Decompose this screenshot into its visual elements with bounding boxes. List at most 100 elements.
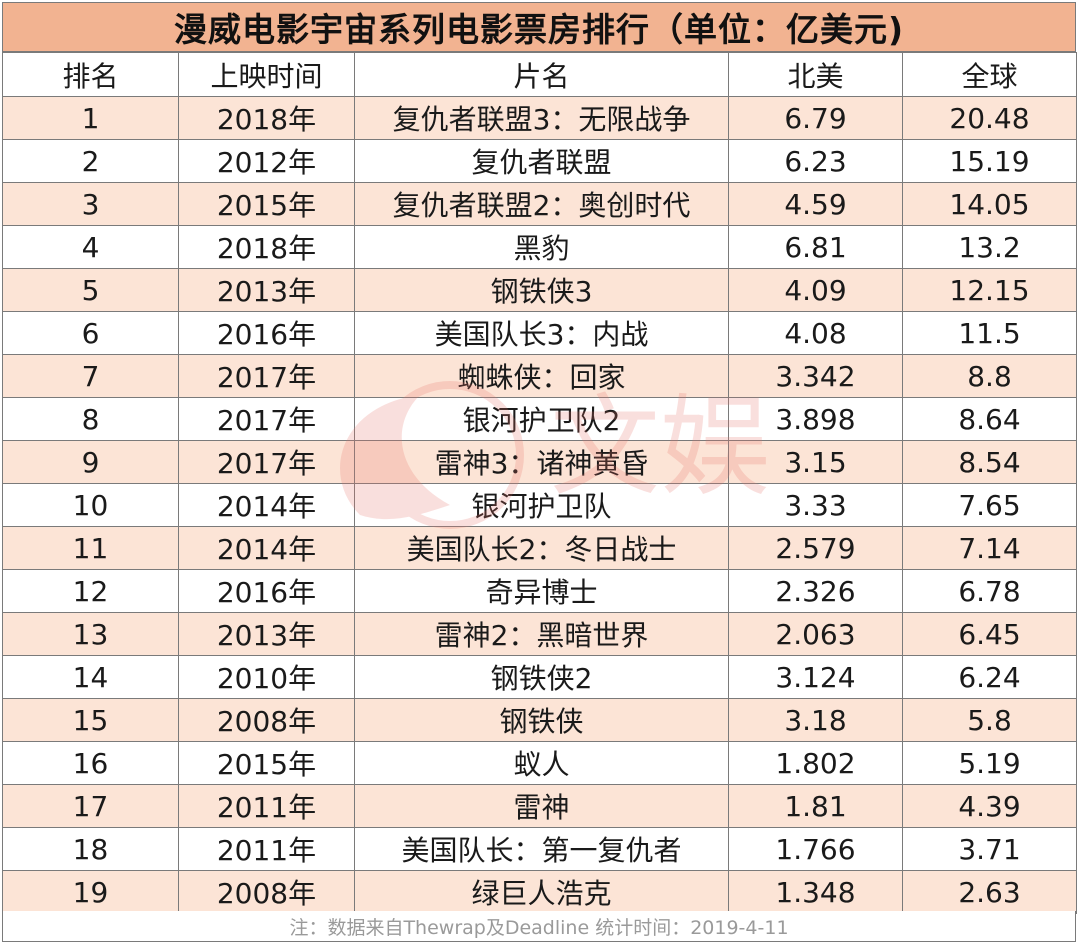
north-america-gross-cell: 3.15 bbox=[728, 440, 903, 484]
north-america-gross-cell: 2.326 bbox=[728, 569, 903, 613]
release-year-cell: 2017年 bbox=[178, 440, 355, 484]
rank-cell: 16 bbox=[2, 741, 179, 785]
north-america-gross-cell: 6.81 bbox=[728, 225, 903, 269]
worldwide-gross-cell: 5.8 bbox=[902, 698, 1077, 742]
worldwide-gross-cell: 6.24 bbox=[902, 655, 1077, 699]
film-title-cell: 美国队长2：冬日战士 bbox=[354, 526, 729, 570]
release-year-cell: 2016年 bbox=[178, 569, 355, 613]
release-year-cell: 2014年 bbox=[178, 483, 355, 527]
table-row: 6 2016年 美国队长3：内战 4.08 11.5 bbox=[2, 311, 1077, 355]
worldwide-gross-cell: 8.64 bbox=[902, 397, 1077, 441]
column-header-rank: 排名 bbox=[2, 52, 179, 97]
film-title-cell: 雷神 bbox=[354, 784, 729, 828]
north-america-gross-cell: 3.898 bbox=[728, 397, 903, 441]
table-row: 11 2014年 美国队长2：冬日战士 2.579 7.14 bbox=[2, 526, 1077, 570]
film-title-cell: 黑豹 bbox=[354, 225, 729, 269]
release-year-cell: 2015年 bbox=[178, 741, 355, 785]
rank-cell: 18 bbox=[2, 827, 179, 871]
release-year-cell: 2017年 bbox=[178, 354, 355, 398]
release-year-cell: 2011年 bbox=[178, 784, 355, 828]
film-title-cell: 钢铁侠3 bbox=[354, 268, 729, 312]
film-title-cell: 银河护卫队 bbox=[354, 483, 729, 527]
worldwide-gross-cell: 6.78 bbox=[902, 569, 1077, 613]
table-row: 9 2017年 雷神3：诸神黄昏 3.15 8.54 bbox=[2, 440, 1077, 484]
rank-cell: 15 bbox=[2, 698, 179, 742]
film-title-cell: 蜘蛛侠：回家 bbox=[354, 354, 729, 398]
table-row: 12 2016年 奇异博士 2.326 6.78 bbox=[2, 569, 1077, 613]
north-america-gross-cell: 4.08 bbox=[728, 311, 903, 355]
worldwide-gross-cell: 8.54 bbox=[902, 440, 1077, 484]
table-row: 19 2008年 绿巨人浩克 1.348 2.63 bbox=[2, 870, 1077, 914]
rank-cell: 1 bbox=[2, 96, 179, 140]
film-title-cell: 美国队长：第一复仇者 bbox=[354, 827, 729, 871]
film-title-cell: 钢铁侠 bbox=[354, 698, 729, 742]
worldwide-gross-cell: 2.63 bbox=[902, 870, 1077, 914]
column-header-film-title: 片名 bbox=[354, 52, 729, 97]
north-america-gross-cell: 6.79 bbox=[728, 96, 903, 140]
rank-cell: 8 bbox=[2, 397, 179, 441]
film-title-cell: 钢铁侠2 bbox=[354, 655, 729, 699]
film-title-cell: 奇异博士 bbox=[354, 569, 729, 613]
worldwide-gross-cell: 8.8 bbox=[902, 354, 1077, 398]
table-row: 3 2015年 复仇者联盟2：奥创时代 4.59 14.05 bbox=[2, 182, 1077, 226]
worldwide-gross-cell: 20.48 bbox=[902, 96, 1077, 140]
north-america-gross-cell: 3.342 bbox=[728, 354, 903, 398]
release-year-cell: 2012年 bbox=[178, 139, 355, 183]
north-america-gross-cell: 4.59 bbox=[728, 182, 903, 226]
worldwide-gross-cell: 15.19 bbox=[902, 139, 1077, 183]
release-year-cell: 2017年 bbox=[178, 397, 355, 441]
north-america-gross-cell: 1.766 bbox=[728, 827, 903, 871]
release-year-cell: 2014年 bbox=[178, 526, 355, 570]
north-america-gross-cell: 1.81 bbox=[728, 784, 903, 828]
table-row: 2 2012年 复仇者联盟 6.23 15.19 bbox=[2, 139, 1077, 183]
rank-cell: 17 bbox=[2, 784, 179, 828]
table-row: 4 2018年 黑豹 6.81 13.2 bbox=[2, 225, 1077, 269]
release-year-cell: 2016年 bbox=[178, 311, 355, 355]
column-header-worldwide: 全球 bbox=[902, 52, 1077, 97]
box-office-table: 排名 上映时间 片名 北美 全球 1 2018年 复仇者联盟3：无限战争 6.79 20… bbox=[2, 52, 1077, 914]
release-year-cell: 2013年 bbox=[178, 268, 355, 312]
worldwide-gross-cell: 3.71 bbox=[902, 827, 1077, 871]
release-year-cell: 2018年 bbox=[178, 96, 355, 140]
release-year-cell: 2013年 bbox=[178, 612, 355, 656]
table-row: 14 2010年 钢铁侠2 3.124 6.24 bbox=[2, 655, 1077, 699]
rank-cell: 10 bbox=[2, 483, 179, 527]
film-title-cell: 雷神2：黑暗世界 bbox=[354, 612, 729, 656]
film-title-cell: 美国队长3：内战 bbox=[354, 311, 729, 355]
rank-cell: 19 bbox=[2, 870, 179, 914]
table-row: 16 2015年 蚁人 1.802 5.19 bbox=[2, 741, 1077, 785]
table-row: 10 2014年 银河护卫队 3.33 7.65 bbox=[2, 483, 1077, 527]
worldwide-gross-cell: 13.2 bbox=[902, 225, 1077, 269]
table-row: 5 2013年 钢铁侠3 4.09 12.15 bbox=[2, 268, 1077, 312]
worldwide-gross-cell: 12.15 bbox=[902, 268, 1077, 312]
table-row: 1 2018年 复仇者联盟3：无限战争 6.79 20.48 bbox=[2, 96, 1077, 140]
film-title-cell: 蚁人 bbox=[354, 741, 729, 785]
rank-cell: 2 bbox=[2, 139, 179, 183]
worldwide-gross-cell: 5.19 bbox=[902, 741, 1077, 785]
table-row: 8 2017年 银河护卫队2 3.898 8.64 bbox=[2, 397, 1077, 441]
north-america-gross-cell: 3.18 bbox=[728, 698, 903, 742]
film-title-cell: 复仇者联盟2：奥创时代 bbox=[354, 182, 729, 226]
release-year-cell: 2018年 bbox=[178, 225, 355, 269]
rank-cell: 9 bbox=[2, 440, 179, 484]
north-america-gross-cell: 3.33 bbox=[728, 483, 903, 527]
north-america-gross-cell: 1.802 bbox=[728, 741, 903, 785]
north-america-gross-cell: 2.579 bbox=[728, 526, 903, 570]
north-america-gross-cell: 3.124 bbox=[728, 655, 903, 699]
table-body: 1 2018年 复仇者联盟3：无限战争 6.79 20.48 2 2012年 复仇者联盟 6.2… bbox=[2, 96, 1077, 914]
rank-cell: 7 bbox=[2, 354, 179, 398]
film-title-cell: 复仇者联盟3：无限战争 bbox=[354, 96, 729, 140]
rank-cell: 11 bbox=[2, 526, 179, 570]
release-year-cell: 2008年 bbox=[178, 698, 355, 742]
north-america-gross-cell: 6.23 bbox=[728, 139, 903, 183]
rank-cell: 4 bbox=[2, 225, 179, 269]
film-title-cell: 复仇者联盟 bbox=[354, 139, 729, 183]
worldwide-gross-cell: 7.65 bbox=[902, 483, 1077, 527]
table-row: 17 2011年 雷神 1.81 4.39 bbox=[2, 784, 1077, 828]
film-title-cell: 绿巨人浩克 bbox=[354, 870, 729, 914]
north-america-gross-cell: 4.09 bbox=[728, 268, 903, 312]
north-america-gross-cell: 2.063 bbox=[728, 612, 903, 656]
column-header-north-america: 北美 bbox=[728, 52, 903, 97]
worldwide-gross-cell: 4.39 bbox=[902, 784, 1077, 828]
